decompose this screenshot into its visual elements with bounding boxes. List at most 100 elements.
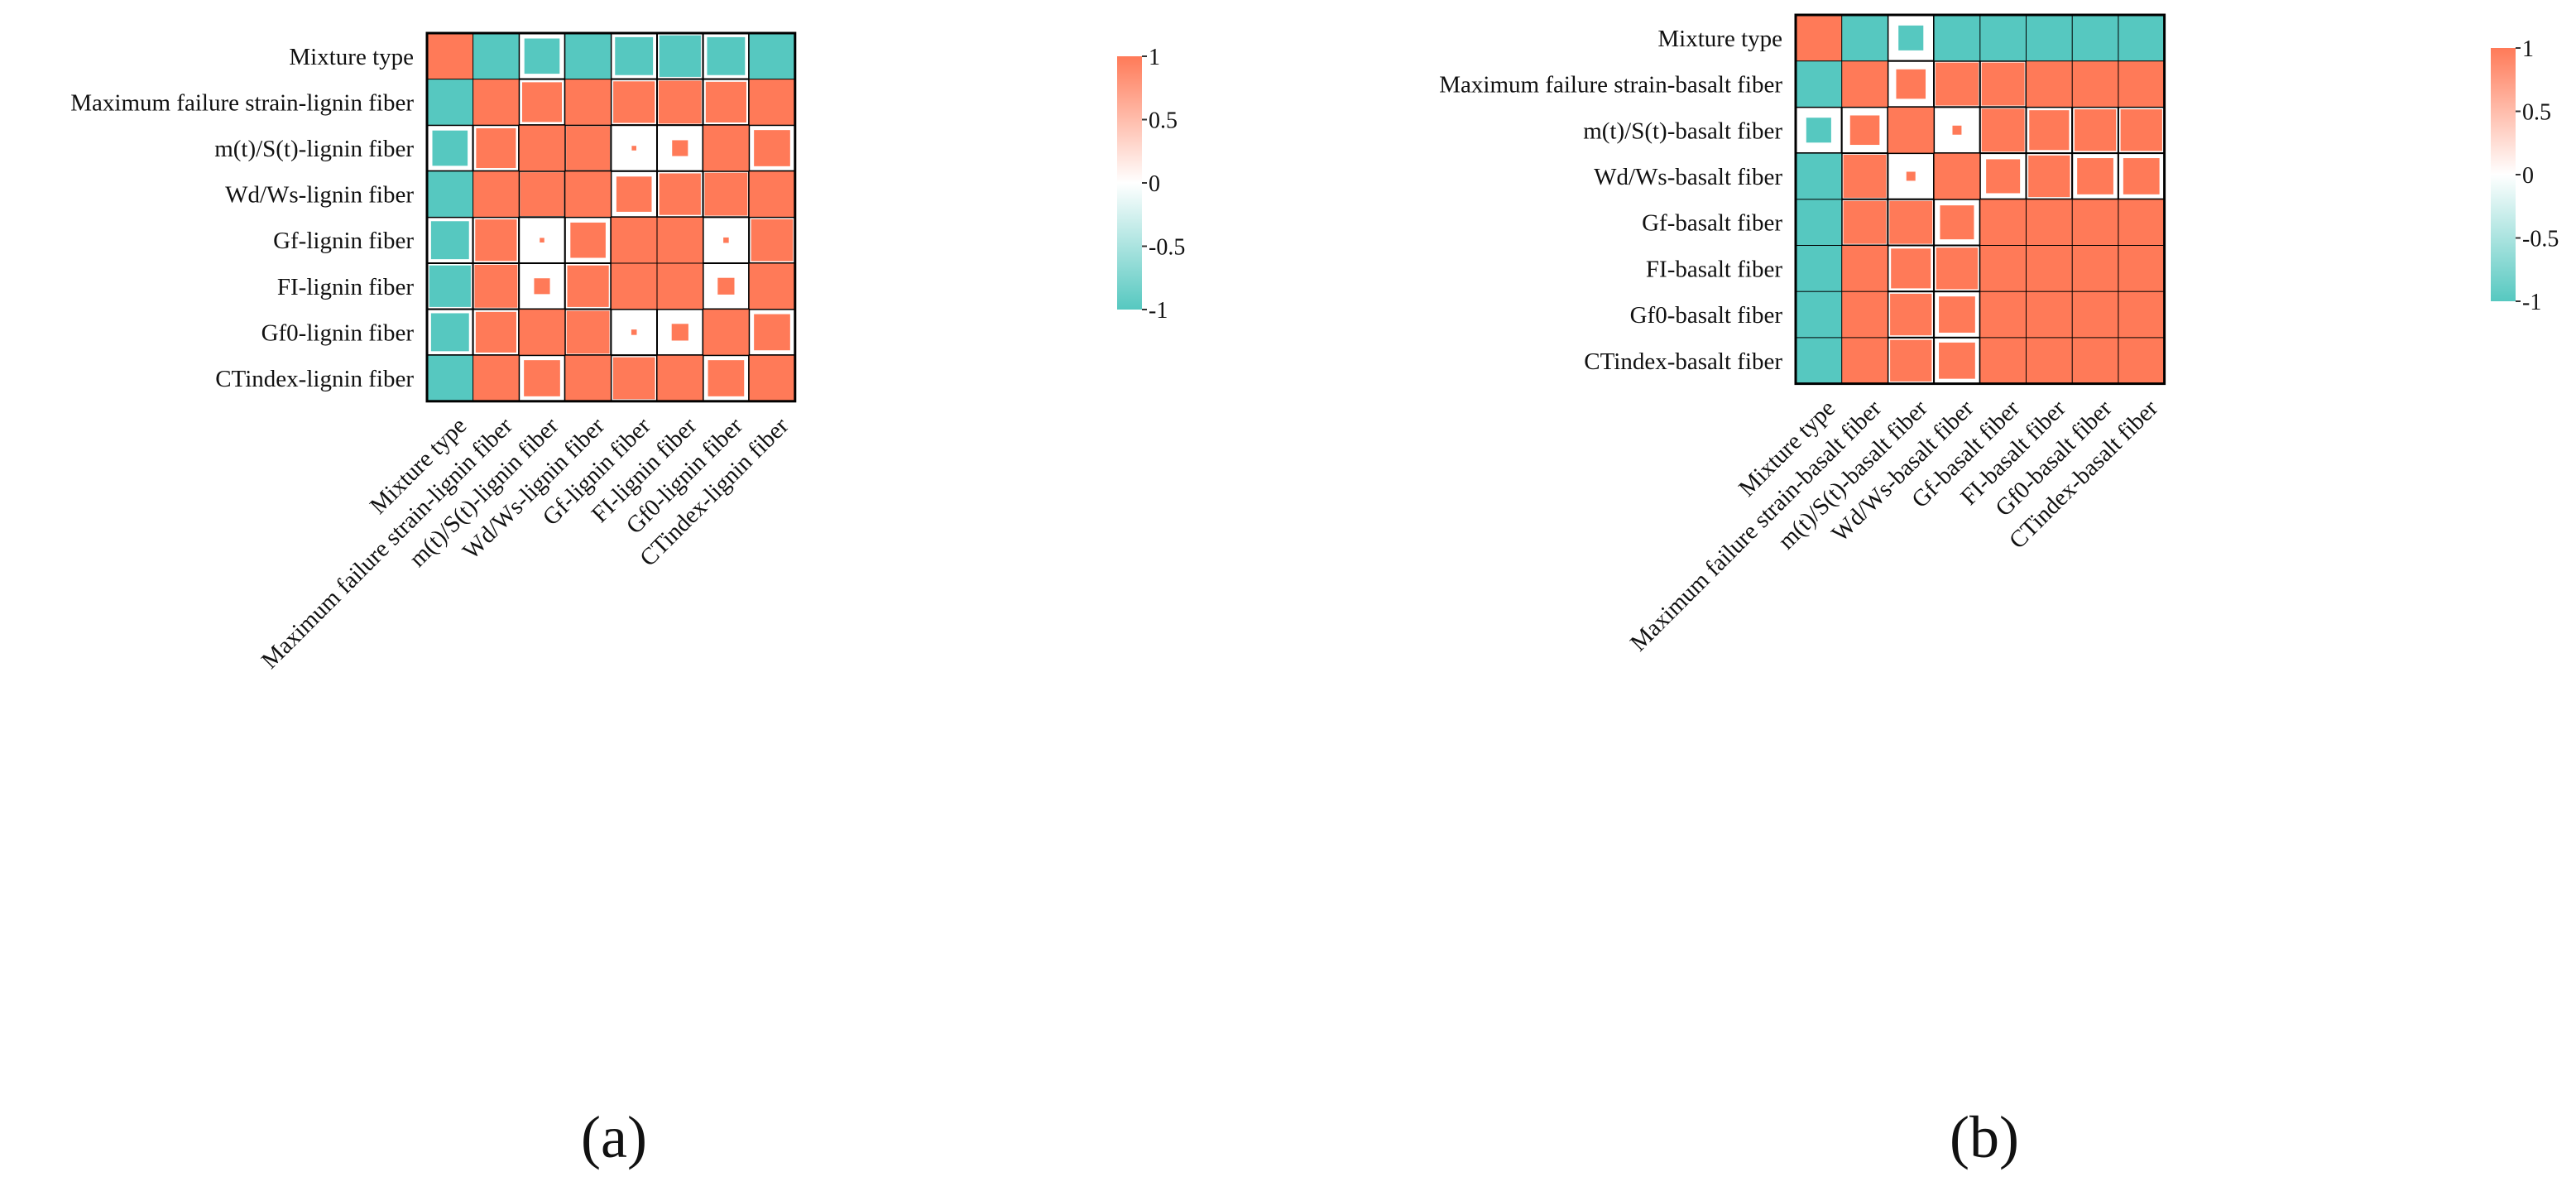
correlation-square: [1981, 108, 2025, 152]
correlation-square: [2123, 158, 2160, 194]
correlation-square: [2118, 338, 2165, 384]
correlation-square: [432, 130, 468, 166]
row-label: Wd/Ws-basalt fiber: [1594, 164, 1782, 190]
correlation-square: [1806, 118, 1831, 143]
correlation-square: [427, 33, 473, 79]
correlation-square: [671, 324, 688, 341]
correlation-square: [1980, 15, 2026, 61]
correlation-square: [2027, 291, 2072, 338]
correlation-square: [657, 355, 703, 401]
colorbar: [2491, 48, 2516, 301]
correlation-square: [524, 38, 560, 74]
correlation-square: [658, 80, 702, 124]
correlation-square: [1980, 199, 2026, 245]
correlation-square: [1842, 338, 1888, 384]
correlation-square: [1842, 61, 1888, 107]
correlation-square: [474, 264, 518, 308]
correlation-square: [723, 237, 729, 243]
correlation-square: [704, 172, 748, 216]
correlation-square: [519, 310, 565, 355]
correlation-square: [616, 176, 652, 212]
correlation-square: [2072, 199, 2118, 245]
correlation-square: [519, 125, 565, 171]
correlation-square: [657, 217, 703, 263]
colorbar-tick-label: 0.5: [2522, 100, 2551, 126]
correlation-square: [1796, 291, 1842, 338]
row-label: Mixture type: [1657, 26, 1782, 52]
correlation-square: [672, 140, 688, 156]
colorbar-tick-label: -0.5: [1149, 235, 1185, 261]
colorbar: [1117, 56, 1142, 310]
correlation-square: [1981, 62, 2025, 106]
correlation-square: [2118, 291, 2165, 338]
correlation-square: [2077, 158, 2113, 194]
correlation-square: [1906, 171, 1916, 181]
correlation-square: [1980, 246, 2026, 291]
row-label: Maximum failure strain-basalt fiber: [1439, 72, 1782, 98]
correlation-square: [1888, 107, 1934, 153]
correlation-square: [631, 146, 636, 151]
correlation-square: [429, 265, 471, 307]
correlation-square: [2118, 246, 2165, 291]
correlation-square: [705, 81, 746, 122]
row-label: Maximum failure strain-lignin fiber: [70, 89, 414, 116]
correlation-square: [749, 33, 795, 79]
row-label: m(t)/S(t)-lignin fiber: [214, 136, 414, 162]
correlation-square: [1939, 296, 1975, 333]
correlation-square: [754, 130, 790, 166]
correlation-square: [1952, 125, 1962, 135]
row-label: Gf0-lignin fiber: [261, 319, 415, 346]
correlation-square: [427, 79, 473, 125]
panel-b-caption: (b): [1950, 1104, 2019, 1170]
correlation-square: [1849, 115, 1880, 146]
colorbar-tick-label: 1: [2522, 36, 2534, 62]
colorbar-tick-label: 1: [1149, 45, 1160, 70]
row-label: Gf-lignin fiber: [273, 228, 414, 254]
correlation-square: [2027, 246, 2072, 291]
correlation-square: [754, 314, 790, 351]
correlation-square: [657, 263, 703, 310]
correlation-square: [1934, 153, 1980, 199]
correlation-square: [1896, 69, 1926, 99]
correlation-square: [565, 355, 611, 401]
correlation-square: [1980, 291, 2026, 338]
correlation-square: [473, 171, 519, 217]
correlation-square: [1843, 200, 1887, 244]
row-label: m(t)/S(t)-basalt fiber: [1583, 118, 1782, 144]
correlation-square: [659, 35, 701, 77]
correlation-square: [1842, 291, 1888, 338]
correlation-square: [1843, 154, 1887, 198]
correlation-square: [1935, 62, 1979, 106]
correlation-square: [749, 263, 795, 310]
correlation-square: [475, 219, 517, 262]
correlation-square: [1890, 293, 1932, 336]
correlation-square: [751, 219, 794, 262]
colorbar-tick-label: -1: [2522, 290, 2541, 315]
correlation-square: [2072, 338, 2118, 384]
correlation-square: [473, 79, 519, 125]
correlation-square: [707, 36, 746, 75]
correlation-square: [520, 172, 564, 217]
heatmap-panel-a: Mixture type Maximum failure strain-ligni…: [70, 31, 1185, 674]
heatmap-cell: [656, 124, 704, 172]
correlation-square: [534, 278, 550, 295]
panel-a-caption: (a): [581, 1104, 647, 1170]
colorbar-tick-label: 0: [1149, 171, 1160, 197]
row-label: Wd/Ws-lignin fiber: [225, 182, 414, 209]
correlation-square: [1796, 246, 1842, 291]
correlation-square: [1796, 153, 1842, 199]
correlation-square: [2072, 15, 2118, 61]
correlation-square: [430, 313, 469, 352]
correlation-square: [613, 81, 655, 123]
colorbar-tick-label: 0.5: [1149, 108, 1178, 134]
correlation-square: [749, 79, 795, 125]
row-label: Gf0-basalt fiber: [1630, 302, 1783, 329]
correlation-square: [427, 355, 473, 401]
correlation-square: [473, 33, 519, 79]
correlation-square: [1796, 199, 1842, 245]
correlation-square: [2120, 109, 2162, 151]
correlation-square: [1934, 15, 1980, 61]
correlation-square: [565, 79, 611, 125]
correlation-square: [1796, 61, 1842, 107]
